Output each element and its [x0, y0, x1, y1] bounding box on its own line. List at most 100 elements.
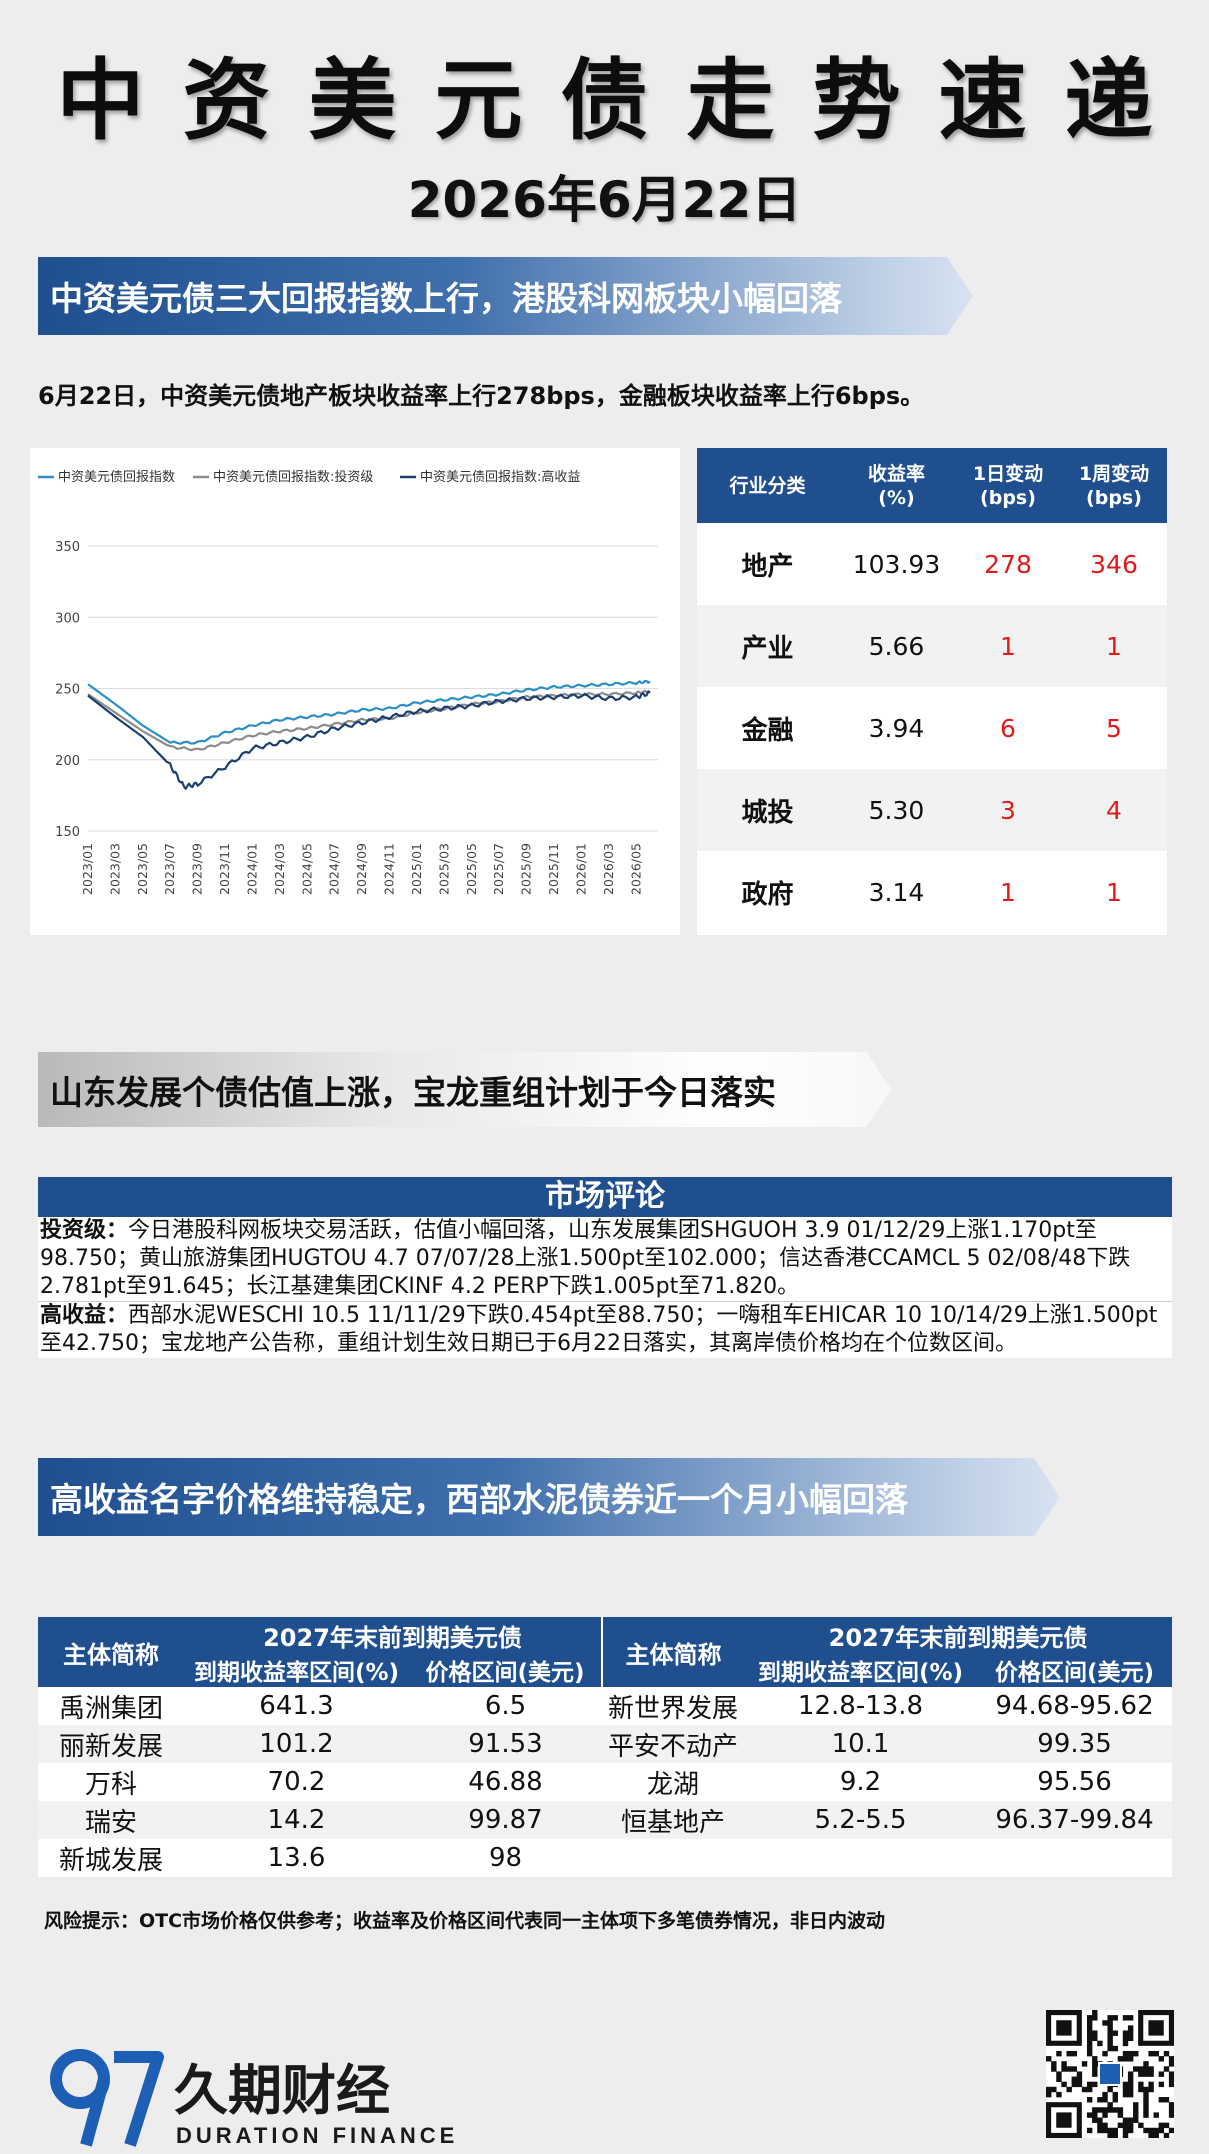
- yield-header-left: 到期收益率区间(%): [184, 1653, 409, 1687]
- price-range: [977, 1839, 1172, 1877]
- x-tick-label: 2026/03: [601, 843, 616, 895]
- risk-note: 风险提示：OTC市场价格仅供参考；收益率及价格区间代表同一主体项下多笔债券情况，…: [44, 1910, 886, 1932]
- row-category: 城投: [697, 769, 838, 851]
- yield-range: 14.2: [184, 1801, 409, 1839]
- entity-name: 新世界发展: [608, 1693, 739, 1724]
- entity-name: 平安不动产: [602, 1725, 745, 1763]
- x-tick-label: 2023/09: [190, 843, 205, 895]
- table-row: 新城发展 13.6 98: [38, 1839, 1172, 1877]
- row-yield: 5.66: [838, 605, 955, 687]
- x-tick-label: 2023/01: [80, 843, 95, 895]
- return-index-chart: 中资美元债回报指数 中资美元债回报指数:投资级 中资美元债回报指数:高收益 350 30…: [30, 448, 680, 935]
- entity-header-right: 主体简称: [602, 1617, 745, 1687]
- qr-code-icon: [1046, 2010, 1175, 2139]
- x-tick-label: 2025/07: [491, 843, 506, 895]
- price-range: 96.37-99.84: [977, 1801, 1173, 1839]
- col-header-1w: 1周变动 (bps): [1061, 448, 1167, 523]
- row-1d-change: 6: [1000, 713, 1016, 743]
- report-date: 2026年6月22日: [407, 171, 802, 229]
- x-tick-label: 2025/01: [409, 843, 424, 895]
- ig-text: 今日港股科网板块交易活跃，估值小幅回落，山东发展集团SHGUOH 3.9 01/…: [40, 1218, 1131, 1299]
- x-tick-label: 2025/03: [436, 843, 451, 895]
- logo-svg: 久期财经 DURATION FINANCE: [50, 2049, 454, 2148]
- series-line: [87, 690, 651, 790]
- chart-svg: 中资美元债回报指数 中资美元债回报指数:投资级 中资美元债回报指数:高收益 350 30…: [38, 469, 658, 895]
- hy-text: 西部水泥WESCHI 10.5 11/11/29下跌0.454pt至88.750…: [40, 1303, 1158, 1356]
- yield-range: 5.2-5.5: [744, 1801, 978, 1839]
- row-1w-change: 346: [1090, 549, 1138, 579]
- x-tick-label: 2025/11: [546, 843, 561, 895]
- yield-range: 10.1: [744, 1725, 978, 1763]
- price-range: 6.5: [484, 1691, 527, 1721]
- x-tick-label: 2024/07: [327, 843, 342, 895]
- yield-range: 70.2: [267, 1767, 326, 1797]
- row-category: 金融: [741, 715, 794, 746]
- yield-range: [744, 1839, 977, 1877]
- table-row: 城投 5.30 3 4: [697, 769, 1167, 851]
- price-range: 91.53: [409, 1725, 603, 1763]
- section2-banner-text: 山东发展个债估值上涨，宝龙重组计划于今日落实: [50, 1072, 776, 1112]
- series-line: [87, 679, 651, 745]
- qr-code-svg: [1046, 2010, 1175, 2139]
- row-yield: 103.93: [852, 549, 941, 579]
- x-tick-label: 2026/05: [628, 843, 643, 895]
- y-tick-label: 150: [55, 825, 80, 840]
- logo-mark-icon: [50, 2049, 164, 2147]
- industry-table-header: 行业分类 收益率 (%) 1日变动 (bps) 1周变动 (bps): [697, 448, 1167, 523]
- x-tick-label: 2023/03: [107, 843, 122, 895]
- section1-banner: 中资美元债三大回报指数上行，港股科网板块小幅回落: [38, 257, 973, 335]
- table-row: 瑞安 14.2 99.87 恒基地产 5.2-5.5 96.37-99.84: [38, 1801, 1173, 1839]
- table-row: 丽新发展 101.2 91.53 平安不动产 10.1 99.35: [38, 1725, 1173, 1763]
- table-row: 万科 70.2 46.88 龙湖 9.2 95.56: [38, 1763, 1172, 1801]
- table-row: 地产 103.93 278 346: [697, 523, 1167, 605]
- brand-name-cn: 久期财经: [174, 2061, 390, 2121]
- page-title: 中资美元债走势速递: [56, 49, 1191, 152]
- x-tick-label: 2023/07: [162, 843, 177, 895]
- price-range: 95.56: [1037, 1767, 1112, 1797]
- entity-header-left: 主体简称: [38, 1617, 184, 1687]
- table-row: 产业 5.66 1 1: [697, 605, 1167, 687]
- price-range: 94.68-95.62: [995, 1691, 1154, 1721]
- x-tick-label: 2024/01: [244, 843, 259, 895]
- table-row: 禹洲集团 641.3 6.5 新世界发展 12.8-13.8 94.68-95.…: [38, 1687, 1172, 1725]
- bond-table-header: 主体简称 2027年末前到期美元债 主体简称 2027年末前到期美元债: [38, 1617, 1173, 1687]
- row-1d-change: 278: [984, 549, 1032, 579]
- row-category: 地产: [741, 551, 794, 582]
- col-header-1d: 1日变动 (bps): [955, 448, 1061, 523]
- row-yield: 3.94: [868, 713, 925, 743]
- row-yield: 5.30: [838, 769, 955, 851]
- y-tick-label: 350: [55, 540, 80, 555]
- yield-range: 9.2: [839, 1767, 882, 1797]
- col-header-yield: 收益率 (%): [838, 448, 955, 523]
- y-tick-label: 300: [55, 611, 80, 626]
- x-tick-label: 2023/11: [217, 843, 232, 895]
- x-tick-label: 2024/05: [299, 843, 314, 895]
- yield-range: 12.8-13.8: [797, 1691, 924, 1721]
- yield-header-right: 到期收益率区间(%): [744, 1653, 978, 1687]
- x-tick-label: 2025/09: [519, 843, 534, 895]
- col-header-category: 行业分类: [697, 448, 838, 523]
- row-1d-change: 3: [955, 769, 1061, 851]
- section3-banner: 高收益名字价格维持稳定，西部水泥债券近一个月小幅回落: [38, 1458, 1060, 1536]
- x-tick-label: 2024/11: [382, 843, 397, 895]
- section3-banner-text: 高收益名字价格维持稳定，西部水泥债券近一个月小幅回落: [50, 1480, 908, 1519]
- hy-label: 高收益：: [40, 1303, 129, 1328]
- group-header-left: 2027年末前到期美元债: [184, 1617, 604, 1653]
- ig-label: 投资级：: [40, 1218, 129, 1243]
- industry-table: 行业分类 收益率 (%) 1日变动 (bps) 1周变动 (bps) 地产 103.9…: [697, 448, 1167, 935]
- price-range: 98: [488, 1843, 523, 1873]
- entity-name: [602, 1839, 744, 1877]
- entity-name: 龙湖: [647, 1769, 700, 1800]
- x-tick-label: 2026/01: [573, 843, 588, 895]
- row-1w-change: 1: [1061, 605, 1167, 687]
- row-yield: 3.14: [868, 877, 925, 907]
- commentary-title: 市场评论: [38, 1177, 1172, 1217]
- y-tick-label: 200: [55, 754, 80, 769]
- yield-range: 101.2: [184, 1725, 409, 1763]
- legend-label: 中资美元债回报指数:投资级: [213, 469, 373, 485]
- bond-table-subheader: 到期收益率区间(%) 价格区间(美元) 到期收益率区间(%) 价格区间(美元): [38, 1653, 1173, 1687]
- legend-label: 中资美元债回报指数: [58, 470, 175, 485]
- yield-range: 13.6: [267, 1843, 326, 1873]
- x-tick-label: 2023/05: [135, 843, 150, 895]
- col-header-1w-label: 1周变动 (bps): [1078, 462, 1150, 509]
